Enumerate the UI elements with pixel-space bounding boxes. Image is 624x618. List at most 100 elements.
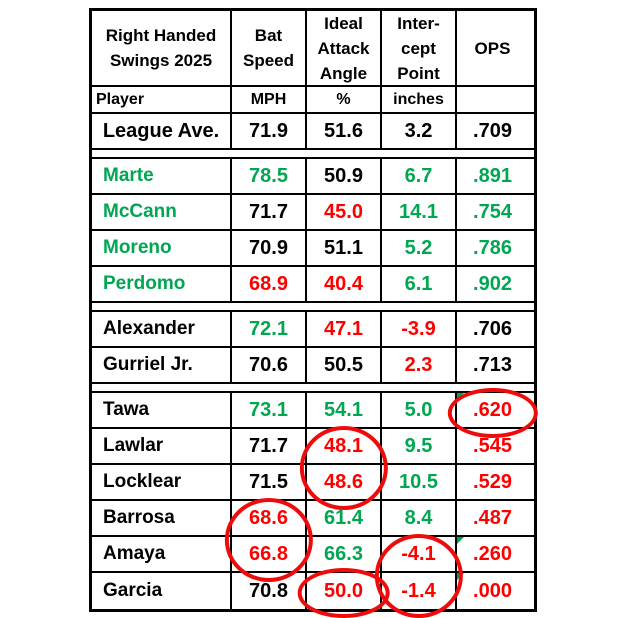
player-cell: Garcia xyxy=(92,573,232,609)
stat-cell: 47.1 xyxy=(307,312,382,346)
stat-cell: .709 xyxy=(457,114,528,148)
player-cell: Tawa xyxy=(92,393,232,427)
stat-cell: 70.8 xyxy=(232,573,307,609)
stat-cell: 14.1 xyxy=(382,195,457,229)
stat-cell: -3.9 xyxy=(382,312,457,346)
stat-cell: 10.5 xyxy=(382,465,457,499)
stat-cell: 71.7 xyxy=(232,429,307,463)
table-row: League Ave. 71.9 51.6 3.2 .709 xyxy=(92,114,534,150)
stat-cell: .620 xyxy=(447,388,538,438)
header-line: Attack xyxy=(317,38,370,58)
stat-cell: 48.1 xyxy=(299,426,388,510)
header-cell: Right Handed Swings 2025 xyxy=(92,11,232,85)
player-cell: Marte xyxy=(92,159,232,193)
stat-cell: 48.6 xyxy=(307,465,382,499)
stat-cell: 9.5 xyxy=(382,429,457,463)
stat-value: .545 xyxy=(473,434,512,457)
stat-value: 40.4 xyxy=(324,272,363,295)
stat-cell: 71.5 xyxy=(232,465,307,499)
player-name: Moreno xyxy=(103,237,172,258)
stat-value: 54.1 xyxy=(324,398,363,421)
unit-label: % xyxy=(336,90,351,108)
player-name: Alexander xyxy=(103,318,195,339)
stat-cell: 78.5 xyxy=(232,159,307,193)
stat-value: 71.7 xyxy=(249,434,288,457)
stat-cell: 50.5 xyxy=(307,348,382,382)
section-gap-row xyxy=(92,303,534,312)
player-cell: Moreno xyxy=(92,231,232,265)
stat-cell: 6.1 xyxy=(382,267,457,301)
stat-value: 10.5 xyxy=(399,470,438,493)
header-line: Ideal xyxy=(324,13,363,33)
stat-cell: 73.1 xyxy=(232,393,307,427)
stat-value: 71.9 xyxy=(249,119,288,142)
stat-value: 48.1 xyxy=(324,434,363,457)
stat-value: 66.8 xyxy=(249,542,288,565)
green-corner-flag-icon xyxy=(457,573,464,580)
stat-cell: 51.6 xyxy=(307,114,382,148)
stat-value: 73.1 xyxy=(249,398,288,421)
green-corner-flag-icon xyxy=(457,393,464,400)
player-cell: Alexander xyxy=(92,312,232,346)
stat-cell: 71.9 xyxy=(232,114,307,148)
stat-value: .000 xyxy=(473,579,512,602)
table-row: Garcia 70.8 50.0 -1.4 .000 xyxy=(92,568,534,618)
player-cell: League Ave. xyxy=(92,114,232,148)
stat-cell: 45.0 xyxy=(307,195,382,229)
stat-cell: .786 xyxy=(457,231,528,265)
stats-table: Right Handed Swings 2025 Bat Speed Ideal Atta… xyxy=(89,8,538,618)
stat-cell: 71.7 xyxy=(232,195,307,229)
table-row: Locklear 71.5 48.6 10.5 .529 xyxy=(92,465,534,501)
unit-label: inches xyxy=(393,90,444,108)
stat-cell: 66.8 xyxy=(232,537,307,571)
header-cell: OPS xyxy=(457,11,528,85)
stat-value: 5.0 xyxy=(404,398,433,421)
stat-cell: 61.4 xyxy=(307,501,382,535)
stat-value: .891 xyxy=(473,164,512,187)
header-line: Bat xyxy=(254,26,283,45)
stat-value: 6.1 xyxy=(404,272,433,295)
header-line: Swings 2025 xyxy=(109,51,213,70)
player-name: Gurriel Jr. xyxy=(103,354,193,375)
stat-value: .709 xyxy=(473,119,512,142)
table-row: Amaya 66.8 66.3 -4.1 .260 xyxy=(92,534,534,618)
stat-value: 14.1 xyxy=(399,200,438,223)
stat-value: 9.5 xyxy=(404,434,433,457)
player-name: Perdomo xyxy=(103,273,186,294)
stat-cell: .260 xyxy=(457,537,528,571)
stat-value: .786 xyxy=(473,236,512,259)
stat-cell: 5.2 xyxy=(382,231,457,265)
stat-value: 51.6 xyxy=(324,119,363,142)
unit-label: Player xyxy=(96,90,145,108)
player-cell: Barrosa xyxy=(92,501,232,535)
stat-value: 2.3 xyxy=(404,353,433,376)
player-name: League Ave. xyxy=(102,119,220,142)
stat-value: 5.2 xyxy=(404,236,433,259)
stat-value: .620 xyxy=(473,398,512,421)
stat-value: 61.4 xyxy=(324,506,363,529)
stat-value: .260 xyxy=(473,542,512,565)
stat-cell: .713 xyxy=(457,348,528,382)
table-row: Moreno 70.9 51.1 5.2 .786 xyxy=(92,231,534,267)
table-row: Alexander 72.1 47.1 -3.9 .706 xyxy=(92,312,534,348)
header-line: Angle xyxy=(319,63,368,83)
header-line: Speed xyxy=(242,51,295,70)
header-cell: Bat Speed xyxy=(232,11,307,85)
player-cell: Lawlar xyxy=(92,429,232,463)
header-line: cept xyxy=(401,38,436,58)
stat-value: 72.1 xyxy=(249,317,288,340)
unit-cell: MPH xyxy=(232,87,307,112)
stat-value: -3.9 xyxy=(401,317,436,340)
player-name: Lawlar xyxy=(103,435,164,456)
table-row: Marte 78.5 50.9 6.7 .891 xyxy=(92,159,534,195)
stat-cell: 51.1 xyxy=(307,231,382,265)
table-row: Tawa 73.1 54.1 5.0 .620 xyxy=(92,388,538,438)
stat-cell: 72.1 xyxy=(232,312,307,346)
player-name: Garcia xyxy=(103,580,163,601)
stat-cell: .754 xyxy=(457,195,528,229)
stat-cell: 5.0 xyxy=(382,393,457,427)
unit-cell xyxy=(457,87,528,112)
header-line: Right Handed xyxy=(105,26,217,45)
stat-cell: 8.4 xyxy=(382,501,457,535)
stat-value: 68.9 xyxy=(249,272,288,295)
